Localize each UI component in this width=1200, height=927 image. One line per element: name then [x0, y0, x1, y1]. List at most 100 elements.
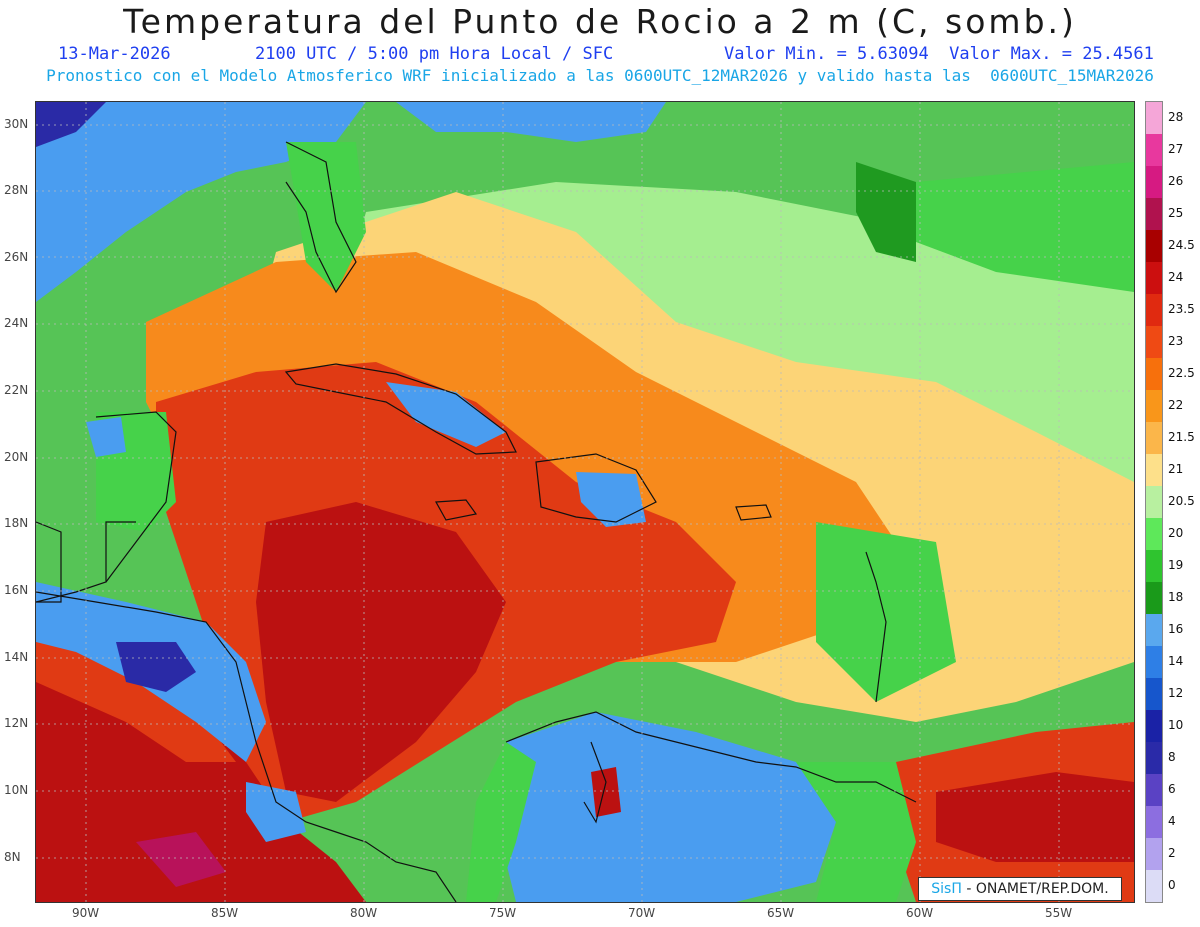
colorbar-label: 19	[1168, 558, 1184, 572]
credit-org: - ONAMET/REP.DOM.	[961, 881, 1109, 897]
colorbar-label: 20.5	[1168, 494, 1195, 508]
colorbar-label: 27	[1168, 142, 1184, 156]
colorbar-label: 18	[1168, 590, 1184, 604]
field-panama-cool	[246, 782, 306, 842]
colorbar-label: 24	[1168, 270, 1184, 284]
field-maracaibo-hot	[591, 767, 621, 817]
lat-label: 24N	[4, 316, 29, 330]
colorbar-swatch	[1146, 422, 1162, 454]
colorbar-label: 22.5	[1168, 366, 1195, 380]
lat-label: 10N	[4, 783, 29, 797]
lat-label: 14N	[4, 650, 29, 664]
field-hispaniola-cool	[576, 472, 646, 527]
colorbar-swatch	[1146, 742, 1162, 774]
min-max-values: Valor Min. = 5.63094 Valor Max. = 25.456…	[724, 44, 1154, 64]
lon-label: 65W	[767, 906, 795, 920]
colorbar-swatch	[1146, 614, 1162, 646]
colorbar-label: 23	[1168, 334, 1184, 348]
colorbar-label: 21.5	[1168, 430, 1195, 444]
colorbar-swatch	[1146, 870, 1162, 902]
map-title: Temperatura del Punto de Rocio a 2 m (C,…	[123, 2, 1077, 41]
lat-label: 18N	[4, 516, 29, 530]
forecast-time: 2100 UTC / 5:00 pm Hora Local / SFC	[255, 44, 614, 64]
lon-label: 85W	[211, 906, 239, 920]
field-cuba-cool	[386, 382, 506, 447]
lon-label: 90W	[72, 906, 100, 920]
lat-label: 12N	[4, 716, 29, 730]
field-se-core	[936, 772, 1134, 862]
field-honduras-cold	[116, 642, 196, 692]
colorbar-swatch	[1146, 774, 1162, 806]
colorbar-label: 8	[1168, 750, 1176, 764]
colorbar-label: 2	[1168, 846, 1176, 860]
colorbar-swatch	[1146, 582, 1162, 614]
lat-label: 30N	[4, 117, 29, 131]
colorbar-swatch	[1146, 198, 1162, 230]
dewpoint-field	[36, 102, 1134, 902]
colorbar-label: 10	[1168, 718, 1184, 732]
colorbar-swatch	[1146, 166, 1162, 198]
colorbar-swatch	[1146, 294, 1162, 326]
lon-label: 70W	[628, 906, 656, 920]
field-sa-cool	[496, 712, 836, 902]
field-yucatan-blue	[86, 417, 126, 457]
lon-label: 55W	[1045, 906, 1073, 920]
colorbar-swatch	[1146, 550, 1162, 582]
lat-label: 22N	[4, 383, 29, 397]
colorbar-label: 14	[1168, 654, 1184, 668]
field-nw-cool	[36, 102, 366, 302]
credit-box: SisΠ - ONAMET/REP.DOM.	[918, 877, 1122, 901]
lat-label: 20N	[4, 450, 29, 464]
colorbar-swatch	[1146, 486, 1162, 518]
lon-label: 60W	[906, 906, 934, 920]
colorbar-swatch	[1146, 646, 1162, 678]
colorbar-label: 6	[1168, 782, 1176, 796]
field-florida-green	[286, 142, 366, 292]
field-antilles-green	[816, 522, 956, 702]
colorbar-swatch	[1146, 102, 1162, 134]
lat-label: 26N	[4, 250, 29, 264]
field-nw-cold	[36, 102, 106, 147]
colorbar-swatch	[1146, 230, 1162, 262]
colorbar-swatch	[1146, 390, 1162, 422]
colorbar	[1145, 101, 1163, 903]
field-north-blue	[396, 102, 666, 142]
field-hot-core	[256, 502, 506, 802]
lon-label: 75W	[489, 906, 517, 920]
lat-label: 8N	[4, 850, 21, 864]
colorbar-label: 21	[1168, 462, 1184, 476]
colorbar-swatch	[1146, 806, 1162, 838]
colorbar-label: 22	[1168, 398, 1184, 412]
colorbar-swatch	[1146, 454, 1162, 486]
colorbar-label: 24.5	[1168, 238, 1195, 252]
credit-brand: SisΠ	[931, 881, 962, 897]
colorbar-swatch	[1146, 358, 1162, 390]
colorbar-label: 16	[1168, 622, 1184, 636]
colorbar-label: 12	[1168, 686, 1184, 700]
dewpoint-map[interactable]	[35, 101, 1135, 903]
colorbar-swatch	[1146, 838, 1162, 870]
field-dark-green-ne	[856, 162, 916, 262]
model-info: Pronostico con el Modelo Atmosferico WRF…	[46, 66, 1154, 85]
lat-label: 28N	[4, 183, 29, 197]
field-sa-green-east	[796, 762, 916, 902]
colorbar-swatch	[1146, 262, 1162, 294]
field-pacific-magenta	[136, 832, 226, 887]
colorbar-label: 28	[1168, 110, 1184, 124]
colorbar-label: 23.5	[1168, 302, 1195, 316]
colorbar-label: 0	[1168, 878, 1176, 892]
colorbar-swatch	[1146, 518, 1162, 550]
colorbar-swatch	[1146, 326, 1162, 358]
colorbar-label: 20	[1168, 526, 1184, 540]
colorbar-label: 25	[1168, 206, 1184, 220]
colorbar-swatch	[1146, 710, 1162, 742]
colorbar-label: 4	[1168, 814, 1176, 828]
colorbar-swatch	[1146, 678, 1162, 710]
lon-label: 80W	[350, 906, 378, 920]
field-sa-green	[466, 742, 536, 902]
forecast-date: 13-Mar-2026	[58, 44, 171, 64]
coastlines	[36, 141, 917, 902]
graticule	[36, 102, 1134, 902]
colorbar-swatch	[1146, 134, 1162, 166]
lat-label: 16N	[4, 583, 29, 597]
